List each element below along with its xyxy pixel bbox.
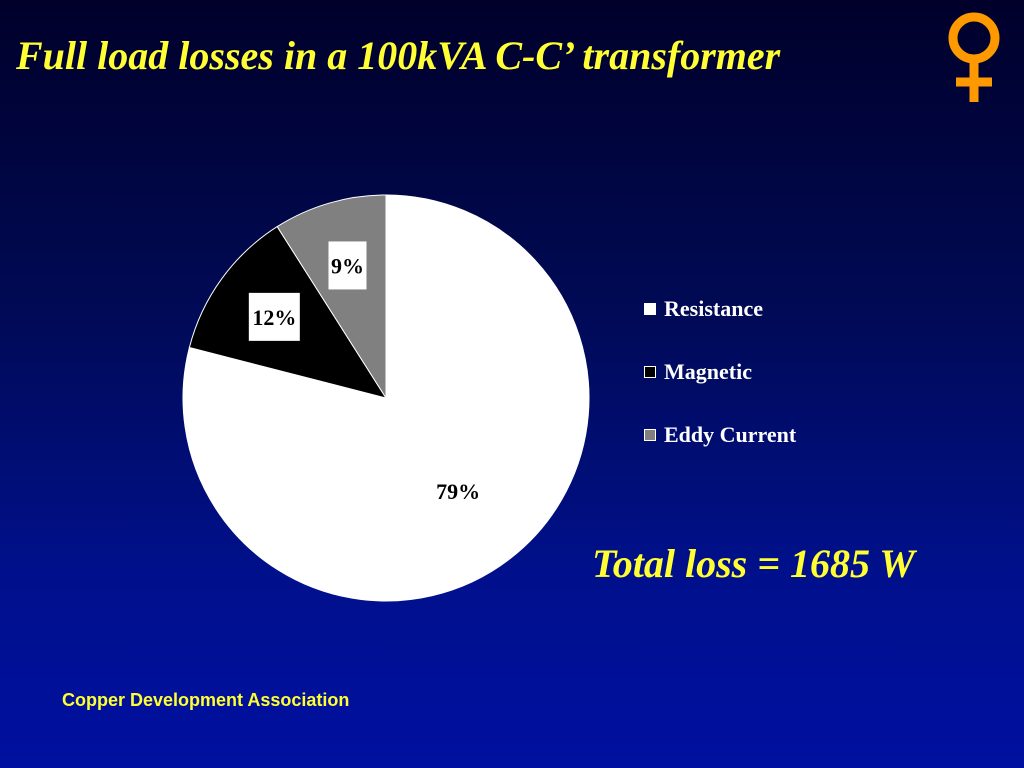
svg-text:12%: 12% (252, 305, 296, 330)
legend-swatch (644, 303, 656, 315)
legend-item-resistance: Resistance (644, 296, 796, 322)
data-label-magnetic: 12% (248, 292, 300, 341)
legend-label: Resistance (664, 296, 763, 321)
data-label-resistance: 79% (436, 479, 480, 504)
legend-item-eddy-current: Eddy Current (644, 422, 796, 448)
legend-item-magnetic: Magnetic (644, 359, 796, 385)
svg-text:79%: 79% (436, 479, 480, 504)
footer-organization: Copper Development Association (62, 690, 350, 710)
svg-text:9%: 9% (331, 253, 364, 278)
chart-legend: Resistance Magnetic Eddy Current (644, 296, 796, 485)
legend-swatch (644, 429, 656, 441)
legend-swatch (644, 366, 656, 378)
slide-title: Full load losses in a 100kVA C-C’ transf… (16, 33, 781, 78)
total-loss-text: Total loss = 1685 W (592, 541, 915, 586)
legend-label: Magnetic (664, 359, 752, 384)
legend-label: Eddy Current (664, 422, 797, 447)
data-label-eddy-current: 9% (328, 241, 367, 290)
venus-symbol-icon (948, 12, 1000, 102)
